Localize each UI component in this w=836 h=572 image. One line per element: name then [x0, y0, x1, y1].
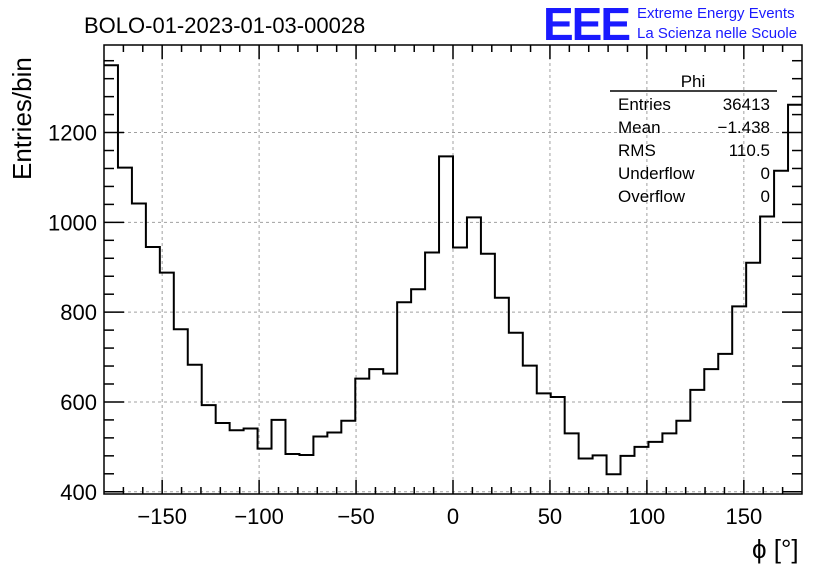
histogram-bin — [495, 298, 509, 494]
histogram-bin — [453, 247, 467, 494]
histogram-bin — [439, 156, 453, 494]
stats-label: Entries — [618, 95, 671, 114]
histogram-bin — [537, 393, 551, 494]
histogram-bin — [481, 254, 495, 494]
logo-letters: EEE — [543, 0, 629, 50]
x-tick-label: −100 — [234, 504, 284, 529]
histogram-bin — [160, 273, 174, 494]
histogram-bin — [411, 289, 425, 494]
x-axis-label: ϕ [°] — [752, 534, 799, 564]
histogram-bin — [788, 105, 802, 494]
histogram-bin — [202, 405, 216, 494]
histogram-bin — [467, 217, 481, 494]
stats-label: Underflow — [618, 164, 695, 183]
histogram-bin — [718, 354, 732, 494]
y-tick-label: 800 — [60, 300, 97, 325]
axis-ticks — [104, 45, 802, 494]
histogram-series — [104, 64, 802, 494]
histogram-step-line — [104, 64, 802, 476]
histogram-bin — [244, 428, 258, 494]
histogram-bin — [648, 442, 662, 494]
histogram-bin — [188, 365, 202, 494]
y-tick-label: 1200 — [48, 121, 97, 146]
y-tick-label: 400 — [60, 480, 97, 505]
histogram-bin — [579, 459, 593, 494]
logo-line1: Extreme Energy Events — [637, 5, 795, 22]
y-tick-label: 1000 — [48, 210, 97, 235]
eee-logo: EEE Extreme Energy Events La Scienza nel… — [543, 0, 797, 50]
histogram-bin — [732, 306, 746, 494]
histogram-bin — [132, 203, 146, 494]
histogram-bin — [746, 263, 760, 494]
histogram-bin — [216, 423, 230, 494]
logo-line2: La Scienza nelle Scuole — [637, 25, 797, 42]
stats-label: RMS — [618, 141, 656, 160]
histogram-bin — [174, 329, 188, 494]
histogram-bin — [327, 432, 341, 494]
grid — [104, 45, 802, 494]
histogram-bin — [299, 455, 313, 494]
histogram-bin — [690, 390, 704, 494]
histogram-bin — [676, 421, 690, 494]
histogram-bin — [397, 302, 411, 494]
histogram-bin — [662, 433, 676, 494]
stats-label: Mean — [618, 118, 661, 137]
histogram-bin — [425, 252, 439, 494]
x-tick-label: 150 — [725, 504, 762, 529]
x-tick-label: 100 — [629, 504, 666, 529]
histogram-bin — [355, 379, 369, 494]
histogram-bin — [593, 455, 607, 494]
stats-value: 0 — [761, 187, 770, 206]
stats-label: Overflow — [618, 187, 686, 206]
stats-value: −1.438 — [718, 118, 770, 137]
histogram-bin — [383, 374, 397, 494]
histogram-bin — [704, 369, 718, 494]
x-tick-label: 0 — [447, 504, 459, 529]
tick-labels: −150 −100 −50 0 50 100 150 400 600 800 1000 1200 — [48, 121, 762, 529]
chart-title: BOLO-01-2023-01-03-00028 — [84, 13, 365, 38]
histogram-bin — [523, 366, 537, 494]
y-tick-label: 600 — [60, 390, 97, 415]
histogram-bin — [551, 397, 565, 494]
stats-value: 0 — [761, 164, 770, 183]
histogram-bin — [369, 369, 383, 494]
histogram-bin — [313, 437, 327, 494]
x-tick-label: −50 — [337, 504, 374, 529]
histogram-bin — [341, 421, 355, 494]
x-tick-label: −150 — [137, 504, 187, 529]
histogram-bin — [509, 333, 523, 494]
stats-box: Phi Entries 36413 Mean −1.438 RMS 110.5 … — [610, 72, 777, 206]
histogram-bin — [230, 430, 244, 494]
stats-value: 110.5 — [729, 141, 770, 160]
histogram-bin — [774, 171, 788, 494]
histogram-bin — [760, 217, 774, 494]
stats-title: Phi — [681, 72, 706, 91]
histogram-bin — [146, 247, 160, 494]
histogram-bin — [565, 433, 579, 494]
y-axis-label: Entries/bin — [7, 57, 37, 180]
histogram-bin — [272, 420, 286, 494]
histogram-bin — [104, 65, 118, 494]
histogram-bin — [118, 168, 132, 494]
x-tick-label: 50 — [538, 504, 562, 529]
stats-value: 36413 — [723, 95, 770, 114]
